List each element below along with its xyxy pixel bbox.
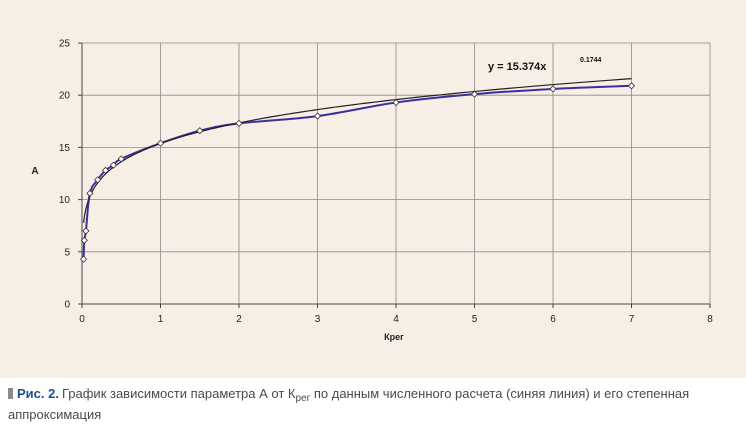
x-axis-label: Крег <box>384 332 404 342</box>
data-point-marker <box>117 155 125 163</box>
fit-curve <box>82 78 632 223</box>
x-tick-label: 8 <box>707 314 713 325</box>
tick-labels: 0 5 10 15 20 25 0 1 2 3 4 5 6 7 8 <box>59 39 713 326</box>
data-point-marker <box>235 119 243 127</box>
data-point-marker <box>82 227 90 235</box>
x-tick-label: 7 <box>629 314 635 325</box>
data-markers <box>80 82 636 263</box>
caption-text-after: по данным численного расчета (синяя лини… <box>8 386 690 422</box>
caption-subscript: рег <box>295 393 311 404</box>
x-tick-label: 3 <box>315 314 321 325</box>
y-axis-label: А <box>31 166 38 177</box>
chart-svg: 0 5 10 15 20 25 0 1 2 3 4 5 6 7 8 А Крег y = 15.374x 0… <box>31 39 713 343</box>
y-tick-label: 25 <box>59 39 71 50</box>
y-tick-label: 10 <box>59 195 71 206</box>
x-tick-label: 6 <box>550 314 556 325</box>
caption-bullet <box>8 388 13 399</box>
y-tick-label: 20 <box>59 91 71 102</box>
data-point-marker <box>470 90 479 98</box>
caption-text-before: График зависимости параметра А от К <box>61 386 296 401</box>
x-tick-label: 0 <box>79 314 85 325</box>
figure-caption: Рис. 2. График зависимости параметра А от… <box>8 386 744 423</box>
data-point-marker <box>196 127 204 135</box>
data-point-marker <box>109 161 117 169</box>
caption-label: Рис. 2. <box>17 386 59 401</box>
x-tick-label: 2 <box>236 314 242 325</box>
data-point-marker <box>549 85 557 93</box>
fit-equation-exponent: 0.1744 <box>580 57 602 64</box>
y-tick-label: 5 <box>64 247 70 258</box>
x-tick-label: 5 <box>472 314 478 325</box>
y-tick-label: 0 <box>64 300 70 311</box>
data-point-marker <box>392 98 400 107</box>
data-point-marker <box>101 166 110 174</box>
data-point-marker <box>313 112 322 120</box>
data-point-marker <box>94 176 102 184</box>
series <box>82 78 632 260</box>
data-point-marker <box>156 139 165 147</box>
y-tick-label: 15 <box>59 143 71 154</box>
data-point-marker <box>80 255 88 263</box>
data-point-marker <box>627 82 636 90</box>
x-tick-label: 1 <box>158 314 164 325</box>
grid-lines <box>82 42 711 304</box>
data-point-marker <box>86 189 94 197</box>
data-point-marker <box>80 236 88 244</box>
x-tick-label: 4 <box>393 314 399 325</box>
fit-equation: y = 15.374x <box>488 61 547 73</box>
chart-panel: 0 5 10 15 20 25 0 1 2 3 4 5 6 7 8 А Крег y = 15.374x 0… <box>0 0 746 378</box>
